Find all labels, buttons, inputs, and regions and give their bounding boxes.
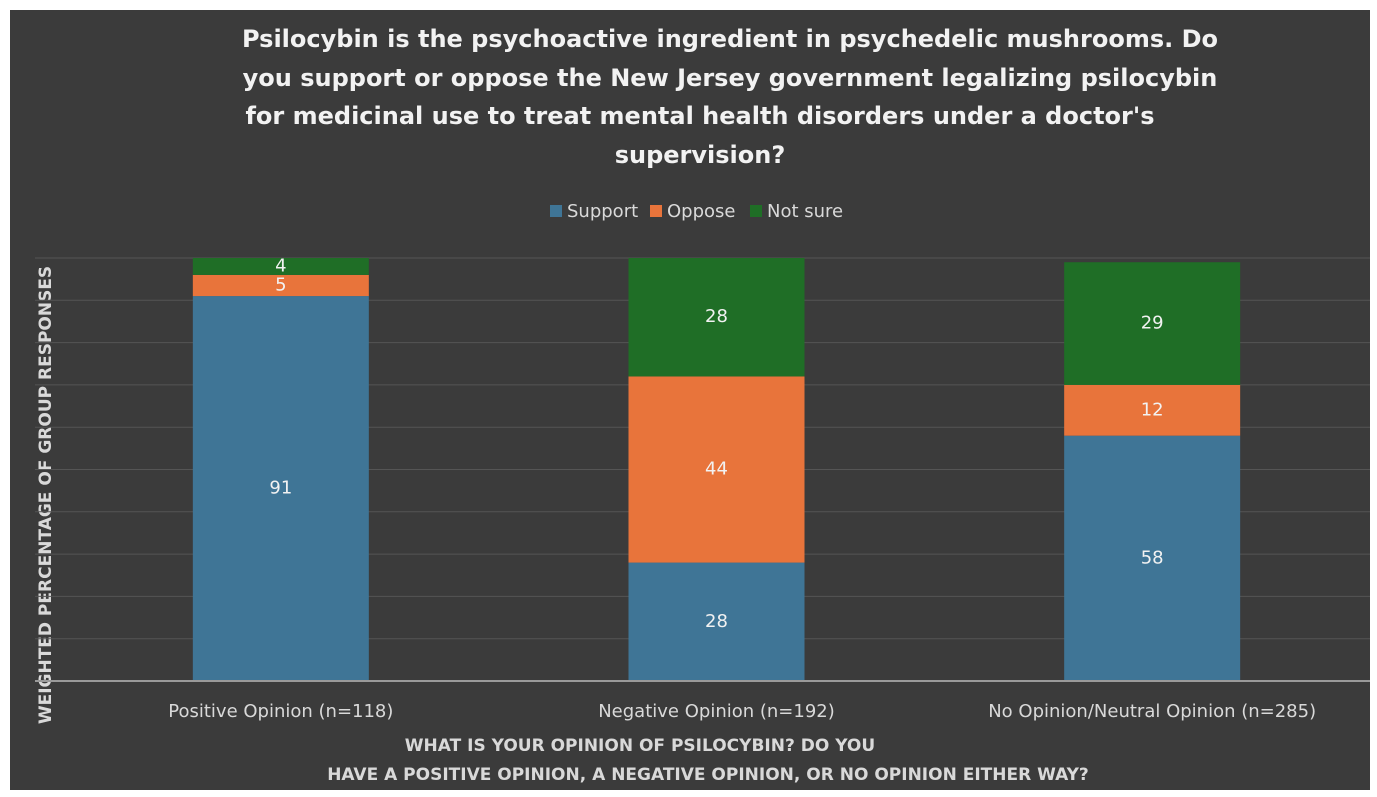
bar-segment	[192, 296, 369, 681]
chart-title: you support or oppose the New Jersey gov…	[243, 64, 1218, 92]
bar-segment	[628, 258, 805, 377]
x-axis-label: WHAT IS YOUR OPINION OF PSILOCYBIN? DO Y…	[405, 736, 875, 756]
data-label: 29	[1141, 313, 1164, 334]
bar-segment	[628, 376, 805, 563]
data-label: 44	[705, 459, 728, 480]
chart-title: for medicinal use to treat mental health…	[245, 102, 1154, 130]
bar-segment	[1064, 435, 1241, 681]
data-label: 91	[269, 478, 292, 499]
data-label: 5	[275, 274, 286, 295]
x-axis-label: HAVE A POSITIVE OPINION, A NEGATIVE OPIN…	[327, 765, 1089, 785]
bar-segment	[628, 562, 805, 681]
x-tick-label: Negative Opinion (n=192)	[598, 701, 835, 722]
bar-segment	[1064, 262, 1241, 385]
chart-title: Psilocybin is the psychoactive ingredien…	[242, 25, 1218, 53]
bar-segment	[1064, 384, 1241, 436]
legend-label: Not sure	[767, 201, 843, 222]
bar-segment	[192, 258, 369, 275]
data-label: 12	[1141, 399, 1164, 420]
x-tick-label: Positive Opinion (n=118)	[168, 701, 393, 722]
legend-label: Oppose	[667, 201, 735, 222]
x-tick-label: No Opinion/Neutral Opinion (n=285)	[988, 701, 1316, 722]
y-axis-label: WEIGHTED PERCENTAGE OF GROUP RESPONSES	[36, 266, 56, 724]
legend-swatch	[550, 205, 562, 217]
legend-swatch	[750, 205, 762, 217]
bar-segment	[192, 274, 369, 297]
legend-label: Support	[567, 201, 638, 222]
data-label: 28	[705, 306, 728, 327]
legend-swatch	[650, 205, 662, 217]
data-label: 28	[705, 611, 728, 632]
chart-title: supervision?	[615, 141, 786, 169]
data-label: 58	[1141, 547, 1164, 568]
data-label: 4	[275, 255, 286, 276]
